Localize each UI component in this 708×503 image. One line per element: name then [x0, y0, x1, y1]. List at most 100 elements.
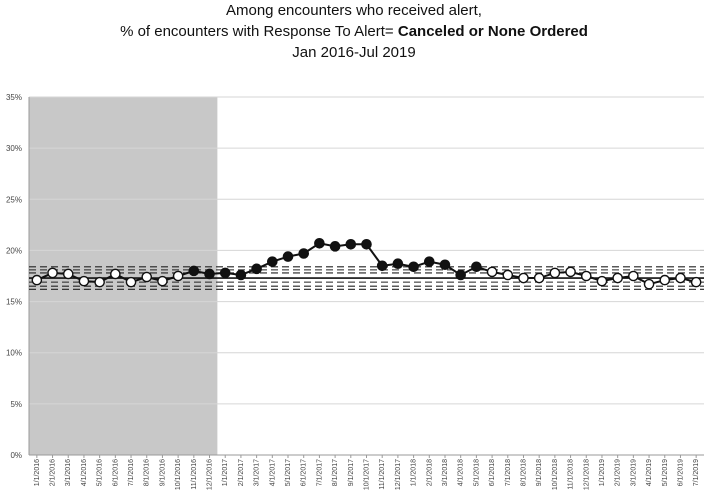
- x-tick-label: 5/1/2019: [662, 459, 669, 486]
- x-tick-label: 9/1/2016: [159, 459, 166, 486]
- x-tick-label: 9/1/2018: [536, 459, 543, 486]
- chart-title: Among encounters who received alert, % o…: [0, 0, 708, 63]
- x-tick-label: 10/1/2016: [175, 459, 182, 490]
- x-tick-label: 9/1/2017: [348, 459, 355, 486]
- title-line-3: Jan 2016-Jul 2019: [292, 44, 416, 61]
- x-tick-label: 3/1/2016: [65, 459, 72, 486]
- data-point-filled: [376, 260, 388, 272]
- x-tick-label: 8/1/2016: [144, 459, 151, 486]
- x-tick-label: 10/1/2018: [552, 459, 559, 490]
- data-point-filled: [345, 238, 357, 250]
- data-point-open: [565, 266, 576, 278]
- x-tick-label: 5/1/2018: [473, 459, 480, 486]
- y-tick-label: 10%: [6, 349, 22, 358]
- gridlines: [28, 96, 704, 456]
- x-tick-label: 11/1/2017: [379, 459, 386, 490]
- data-point-filled: [204, 268, 215, 280]
- x-tick-label: 3/1/2017: [254, 459, 261, 486]
- data-point-filled: [439, 259, 451, 271]
- y-tick-label: 30%: [6, 144, 22, 153]
- data-point-filled: [282, 251, 294, 262]
- data-point-open: [518, 272, 529, 284]
- x-tick-label: 12/1/2016: [207, 459, 214, 490]
- data-point-open: [549, 267, 561, 279]
- data-point-open: [486, 266, 498, 278]
- x-tick-label: 6/1/2018: [489, 459, 496, 486]
- data-point-open: [125, 276, 137, 288]
- data-point-filled: [267, 256, 278, 267]
- data-point-filled: [314, 237, 325, 249]
- x-tick-label: 1/1/2016: [34, 459, 41, 486]
- y-tick-label: 0%: [10, 451, 22, 460]
- x-tick-label: 1/1/2019: [599, 459, 606, 486]
- x-tick-label: 12/1/2017: [395, 459, 402, 490]
- x-tick-label: 11/1/2016: [191, 459, 198, 490]
- y-axis-ticks: 0% 5% 10% 15% 20% 25% 30% 35%: [6, 93, 22, 460]
- data-point-open: [94, 276, 105, 288]
- x-tick-label: 7/1/2019: [693, 459, 700, 486]
- data-point-filled: [219, 267, 231, 279]
- x-tick-label: 11/1/2018: [568, 459, 575, 490]
- x-tick-label: 2/1/2016: [50, 459, 57, 486]
- x-tick-label: 2/1/2017: [238, 459, 245, 486]
- x-tick-label: 8/1/2017: [332, 459, 339, 486]
- data-point-filled: [188, 265, 200, 277]
- x-tick-label: 12/1/2018: [583, 459, 590, 490]
- data-point-open: [157, 275, 168, 287]
- data-point-open: [502, 269, 514, 281]
- data-point-filled: [408, 261, 419, 273]
- x-tick-label: 2/1/2018: [426, 459, 433, 486]
- x-tick-label: 7/1/2016: [128, 459, 135, 486]
- data-point-open: [31, 274, 43, 286]
- x-tick-label: 5/1/2016: [97, 459, 104, 486]
- x-tick-label: 4/1/2016: [81, 459, 88, 486]
- x-tick-label: 2/1/2019: [615, 459, 622, 486]
- y-tick-label: 25%: [6, 195, 22, 204]
- title-line-1: Among encounters who received alert,: [226, 2, 482, 19]
- data-point-open: [643, 278, 655, 290]
- data-point-open: [141, 271, 153, 283]
- x-tick-label: 7/1/2018: [505, 459, 512, 486]
- x-tick-label: 5/1/2017: [285, 459, 292, 486]
- data-point-filled: [329, 241, 341, 252]
- y-tick-label: 5%: [10, 400, 22, 409]
- shaded-region-rect: [29, 97, 218, 455]
- x-tick-label: 4/1/2017: [269, 459, 276, 486]
- x-tick-label: 6/1/2017: [301, 459, 308, 486]
- data-point-open: [628, 270, 639, 282]
- x-tick-label: 6/1/2019: [677, 459, 684, 486]
- x-tick-label: 8/1/2018: [520, 459, 527, 486]
- title-line-2-prefix: % of encounters with Response To Alert=: [120, 23, 398, 40]
- y-tick-label: 15%: [6, 298, 22, 307]
- x-axis-ticks: 1/1/2016 2/1/2016 3/1/2016 4/1/2016 5/1/2016…: [34, 455, 700, 490]
- y-tick-label: 35%: [6, 93, 22, 102]
- data-point-filled: [235, 269, 247, 281]
- data-point-filled: [455, 269, 466, 281]
- data-point-open: [62, 268, 74, 280]
- x-tick-label: 1/1/2018: [411, 459, 418, 486]
- x-tick-label: 10/1/2017: [364, 459, 371, 490]
- x-tick-label: 3/1/2018: [442, 459, 449, 486]
- series-points: [31, 237, 702, 290]
- data-point-filled: [251, 263, 262, 275]
- shaded-baseline-region: [29, 97, 218, 455]
- data-point-open: [675, 272, 686, 284]
- x-tick-label: 7/1/2017: [316, 459, 323, 486]
- y-tick-label: 20%: [6, 246, 22, 255]
- data-point-open: [533, 272, 545, 284]
- data-point-open: [659, 274, 671, 286]
- data-point-open: [110, 268, 121, 280]
- x-tick-label: 6/1/2016: [112, 459, 119, 486]
- x-tick-label: 3/1/2019: [630, 459, 637, 486]
- data-point-open: [78, 275, 90, 287]
- title-line-2-bold: Canceled or None Ordered: [397, 23, 588, 40]
- x-tick-label: 1/1/2017: [222, 459, 229, 486]
- x-tick-label: 4/1/2018: [458, 459, 465, 486]
- data-point-open: [690, 276, 702, 288]
- data-point-filled: [298, 248, 310, 259]
- data-point-open: [580, 270, 592, 282]
- data-point-open: [612, 272, 623, 284]
- data-point-filled: [423, 256, 435, 267]
- data-point-open: [172, 270, 184, 282]
